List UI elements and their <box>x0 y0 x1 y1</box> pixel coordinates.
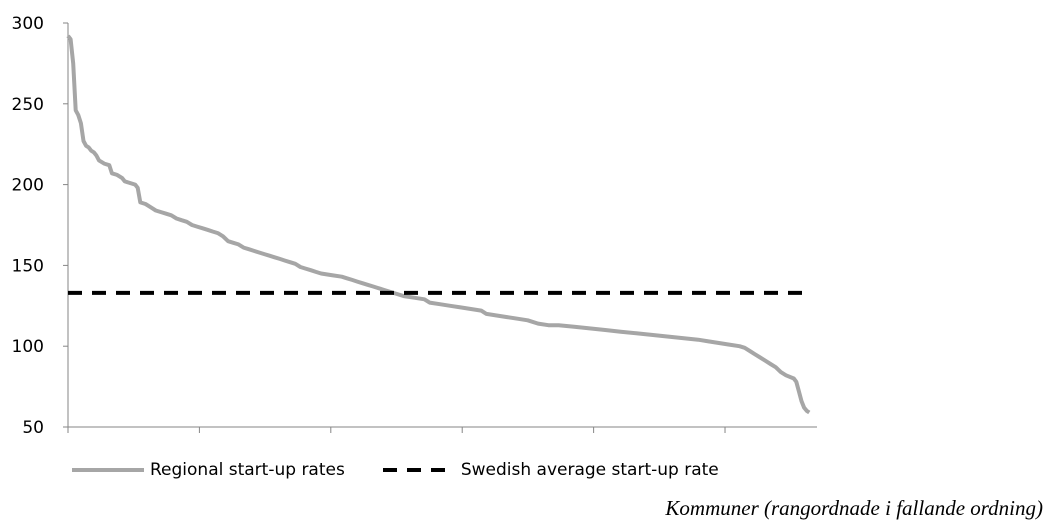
y-tick-label: 100 <box>12 337 44 357</box>
y-tick-label: 200 <box>12 176 44 196</box>
x-axis <box>67 426 817 433</box>
y-tick-label: 300 <box>12 14 44 34</box>
y-axis: 50 100 150 200 250 300 <box>12 14 69 438</box>
legend-item-regional: Regional start-up rates <box>72 460 345 480</box>
series-line-regional <box>66 34 811 415</box>
y-tick-label: 150 <box>12 256 44 276</box>
legend-swatch-swedish-average <box>382 468 455 472</box>
y-tick-label: 250 <box>12 95 44 115</box>
chart-legend: Regional start-up rates Swedish average … <box>72 458 757 482</box>
y-tick-label: 50 <box>22 418 44 438</box>
legend-item-swedish-average: Swedish average start-up rate <box>382 460 719 480</box>
x-axis-title: Kommuner (rangordnade i fallande ordning… <box>665 496 1043 520</box>
legend-swatch-regional <box>72 468 144 472</box>
series-layer <box>66 34 811 415</box>
legend-label-swedish-average: Swedish average start-up rate <box>460 460 719 480</box>
legend-label-regional: Regional start-up rates <box>150 460 345 480</box>
